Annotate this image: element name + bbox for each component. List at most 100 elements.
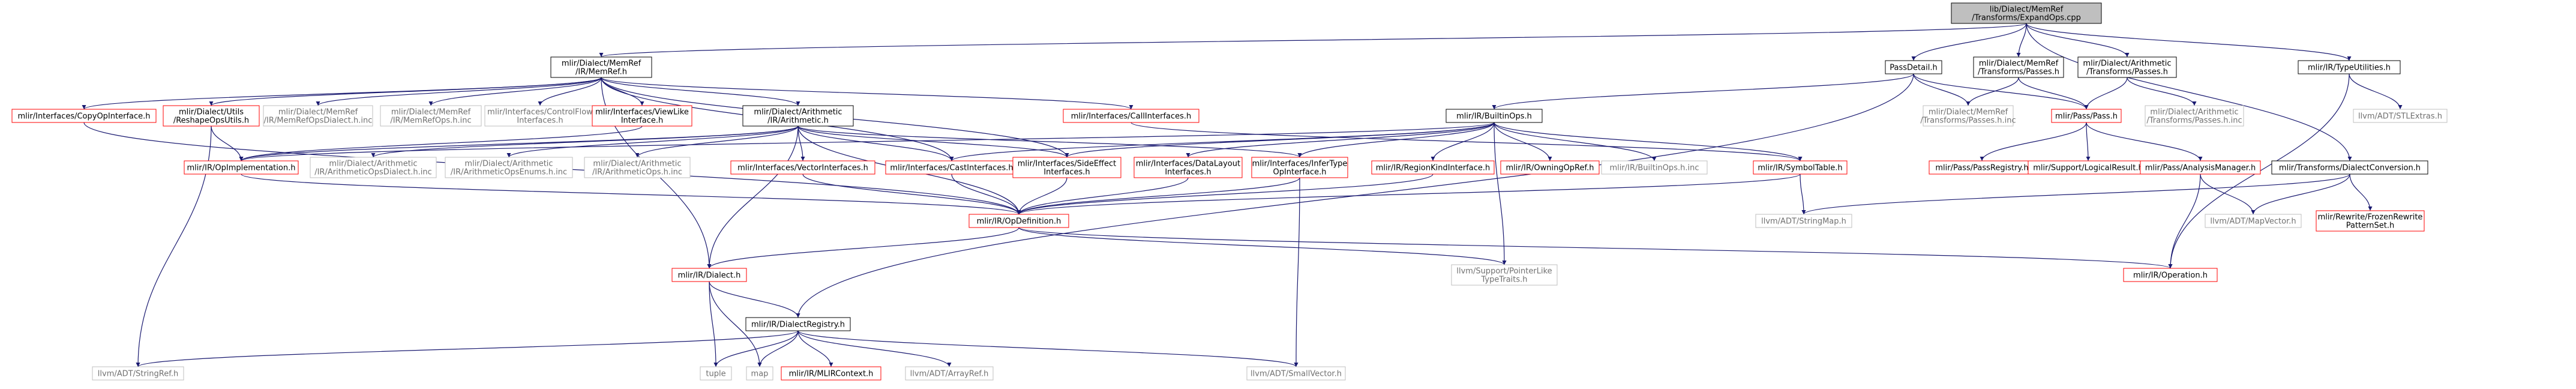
node-box xyxy=(746,366,773,381)
node-box xyxy=(1012,157,1121,178)
node-map[interactable]: map xyxy=(746,366,773,381)
nodes: lib/Dialect/MemRef/Transforms/ExpandOps.… xyxy=(11,2,2448,381)
edge-dialectregistry-to-tuple xyxy=(713,330,799,367)
edge-memref_h-to-arith_h xyxy=(601,77,800,106)
node-arith_dialect_inc[interactable]: mlir/Dialect/Arithmetic/IR/ArithmeticOps… xyxy=(310,157,437,178)
node-label-line: mlir/IR/OpImplementation.h xyxy=(187,164,296,173)
edge-infertype-to-smallvector xyxy=(1294,177,1300,367)
node-label-line: /Transforms/Passes.h xyxy=(2086,68,2168,77)
node-label-line: map xyxy=(751,370,769,379)
node-box xyxy=(380,105,482,127)
node-box xyxy=(592,105,692,127)
edge-root-to-typeutil xyxy=(2026,23,2352,61)
node-label-line: llvm/Support/PointerLike xyxy=(1456,267,1552,276)
edge-analysismgr-to-operation_h xyxy=(2168,173,2201,269)
edge-analysismgr-to-mapvector xyxy=(2200,173,2256,215)
node-box xyxy=(730,160,875,175)
node-logicalresult[interactable]: mlir/Support/LogicalResult.h xyxy=(2028,160,2149,175)
edge-dialect_h-to-map xyxy=(709,281,762,367)
edge-dialectconv-to-mapvector xyxy=(2251,173,2350,215)
node-pass_h[interactable]: mlir/Pass/Pass.h xyxy=(2051,109,2122,123)
node-label-line: mlir/IR/Dialect.h xyxy=(678,271,741,280)
node-label-line: mlir/Dialect/MemRef xyxy=(562,59,641,68)
node-castif[interactable]: mlir/Interfaces/CastInterfaces.h xyxy=(885,160,1018,175)
edge-passdetail-to-pass_h xyxy=(1913,73,2089,110)
node-stringref[interactable]: llvm/ADT/StringRef.h xyxy=(92,366,184,381)
node-label-line: /IR/MemRefOpsDialect.h.inc xyxy=(264,116,373,125)
node-mapvector[interactable]: llvm/ADT/MapVector.h xyxy=(2205,214,2302,228)
node-passdetail[interactable]: PassDetail.h xyxy=(1885,60,1942,74)
node-owningopref[interactable]: mlir/IR/OwningOpRef.h xyxy=(1500,160,1600,175)
node-typeutil[interactable]: mlir/IR/TypeUtilities.h xyxy=(2298,60,2401,74)
node-root[interactable]: lib/Dialect/MemRef/Transforms/ExpandOps.… xyxy=(1951,2,2102,24)
node-memref_h[interactable]: mlir/Dialect/MemRef/IR/MemRef.h xyxy=(550,56,652,78)
node-memrefops_inc[interactable]: mlir/Dialect/MemRef/IR/MemRefOps.h.inc xyxy=(380,105,482,127)
node-copyop[interactable]: mlir/Interfaces/CopyOpInterface.h xyxy=(11,109,157,123)
node-regionkind[interactable]: mlir/IR/RegionKindInterface.h xyxy=(1371,160,1495,175)
edge-arith_h-to-castif xyxy=(797,125,954,161)
edge-passdetail-to-memref_passes_inc xyxy=(1913,73,1971,106)
node-stringmap[interactable]: llvm/ADT/StringMap.h xyxy=(1755,214,1852,228)
node-tuple[interactable]: tuple xyxy=(700,366,732,381)
node-vectorif[interactable]: mlir/Interfaces/VectorInterfaces.h xyxy=(730,160,875,175)
node-opdef[interactable]: mlir/IR/OpDefinition.h xyxy=(968,214,1069,228)
edge-symboltable-to-stringmap xyxy=(1800,173,1806,215)
edge-typeutil-to-stlextras xyxy=(2349,73,2403,110)
node-smallvector[interactable]: llvm/ADT/SmallVector.h xyxy=(1246,366,1346,381)
node-symboltable[interactable]: mlir/IR/SymbolTable.h xyxy=(1753,160,1848,175)
node-label-line: mlir/Interfaces/VectorInterfaces.h xyxy=(737,164,868,173)
edge-dialect_h-to-dialectregistry xyxy=(709,281,800,318)
node-dialect_h[interactable]: mlir/IR/Dialect.h xyxy=(671,268,747,282)
node-box xyxy=(163,105,260,127)
edge-opdef-to-operation_h xyxy=(1018,227,2173,269)
node-dialectregistry[interactable]: mlir/IR/DialectRegistry.h xyxy=(745,317,851,331)
edge-dialectregistry-to-mlircontext xyxy=(797,330,833,367)
node-builtinops[interactable]: mlir/IR/BuiltinOps.h xyxy=(1446,109,1543,123)
node-stlextras[interactable]: llvm/ADT/STLExtras.h xyxy=(2353,109,2448,123)
node-label-line: mlir/Dialect/MemRef xyxy=(1979,59,2059,68)
node-label-line: mlir/Interfaces/DataLayout xyxy=(1136,160,1240,169)
edge-root-to-memref_h xyxy=(599,23,2027,58)
node-box xyxy=(2145,105,2244,127)
node-label-line: lib/Dialect/MemRef xyxy=(1990,5,2064,14)
node-arith_passes[interactable]: mlir/Dialect/Arithmetic/Transforms/Passe… xyxy=(2077,56,2177,78)
node-arith_h[interactable]: mlir/Dialect/Arithmetic/IR/Arithmetic.h xyxy=(742,105,854,127)
node-analysismgr[interactable]: mlir/Pass/AnalysisManager.h xyxy=(2140,160,2261,175)
node-opimpl[interactable]: mlir/IR/OpImplementation.h xyxy=(184,160,299,175)
node-builtinops_inc[interactable]: mlir/IR/BuiltinOps.h.inc xyxy=(1601,160,1708,175)
edge-builtinops-to-symboltable xyxy=(1494,122,1803,161)
node-arith_ops_inc[interactable]: mlir/Dialect/Arithmetic/IR/ArithmeticOps… xyxy=(584,157,691,178)
node-label-line: mlir/Dialect/Utils xyxy=(179,108,244,117)
node-mlircontext[interactable]: mlir/IR/MLIRContext.h xyxy=(781,366,881,381)
edge-symboltable-to-opdef xyxy=(1016,173,1801,215)
node-passregistry[interactable]: mlir/Pass/PassRegistry.h xyxy=(1929,160,2035,175)
node-memref_passes[interactable]: mlir/Dialect/MemRef/Transforms/Passes.h xyxy=(1973,56,2064,78)
edge-arith_h-to-arith_dialect_inc xyxy=(371,125,799,158)
edge-pass_h-to-logicalresult xyxy=(2086,122,2091,161)
node-label-line: Interfaces.h xyxy=(1043,168,1090,177)
node-dialectconv[interactable]: mlir/Transforms/DialectConversion.h xyxy=(2271,160,2428,175)
node-box xyxy=(2205,214,2302,228)
node-label-line: mlir/Interfaces/ControlFlow xyxy=(487,108,593,117)
node-arrayref[interactable]: llvm/ADT/ArrayRef.h xyxy=(905,366,994,381)
node-arith_enums_inc[interactable]: mlir/Dialect/Arithmetic/IR/ArithmeticOps… xyxy=(445,157,573,178)
node-operation_h[interactable]: mlir/IR/Operation.h xyxy=(2123,268,2218,282)
edge-arith_h-to-dialect_h xyxy=(707,125,799,269)
node-utils_reshape[interactable]: mlir/Dialect/Utils/ReshapeOpsUtils.h xyxy=(163,105,260,127)
node-memref_passes_inc[interactable]: mlir/Dialect/MemRef/Transforms/Passes.h.… xyxy=(1920,105,2016,127)
node-label-line: mlir/IR/OpDefinition.h xyxy=(977,217,1061,226)
node-label-line: mlir/IR/Operation.h xyxy=(2133,271,2208,280)
node-arith_passes_inc[interactable]: mlir/Dialect/Arithmetic/Transforms/Passe… xyxy=(2145,105,2244,127)
node-memrefdialect_inc[interactable]: mlir/Dialect/MemRef/IR/MemRefOpsDialect.… xyxy=(263,105,373,127)
node-callif[interactable]: mlir/Interfaces/CallInterfaces.h xyxy=(1063,109,1199,123)
node-label-line: /IR/MemRef.h xyxy=(575,68,627,77)
node-label-line: mlir/Support/LogicalResult.h xyxy=(2033,164,2143,173)
